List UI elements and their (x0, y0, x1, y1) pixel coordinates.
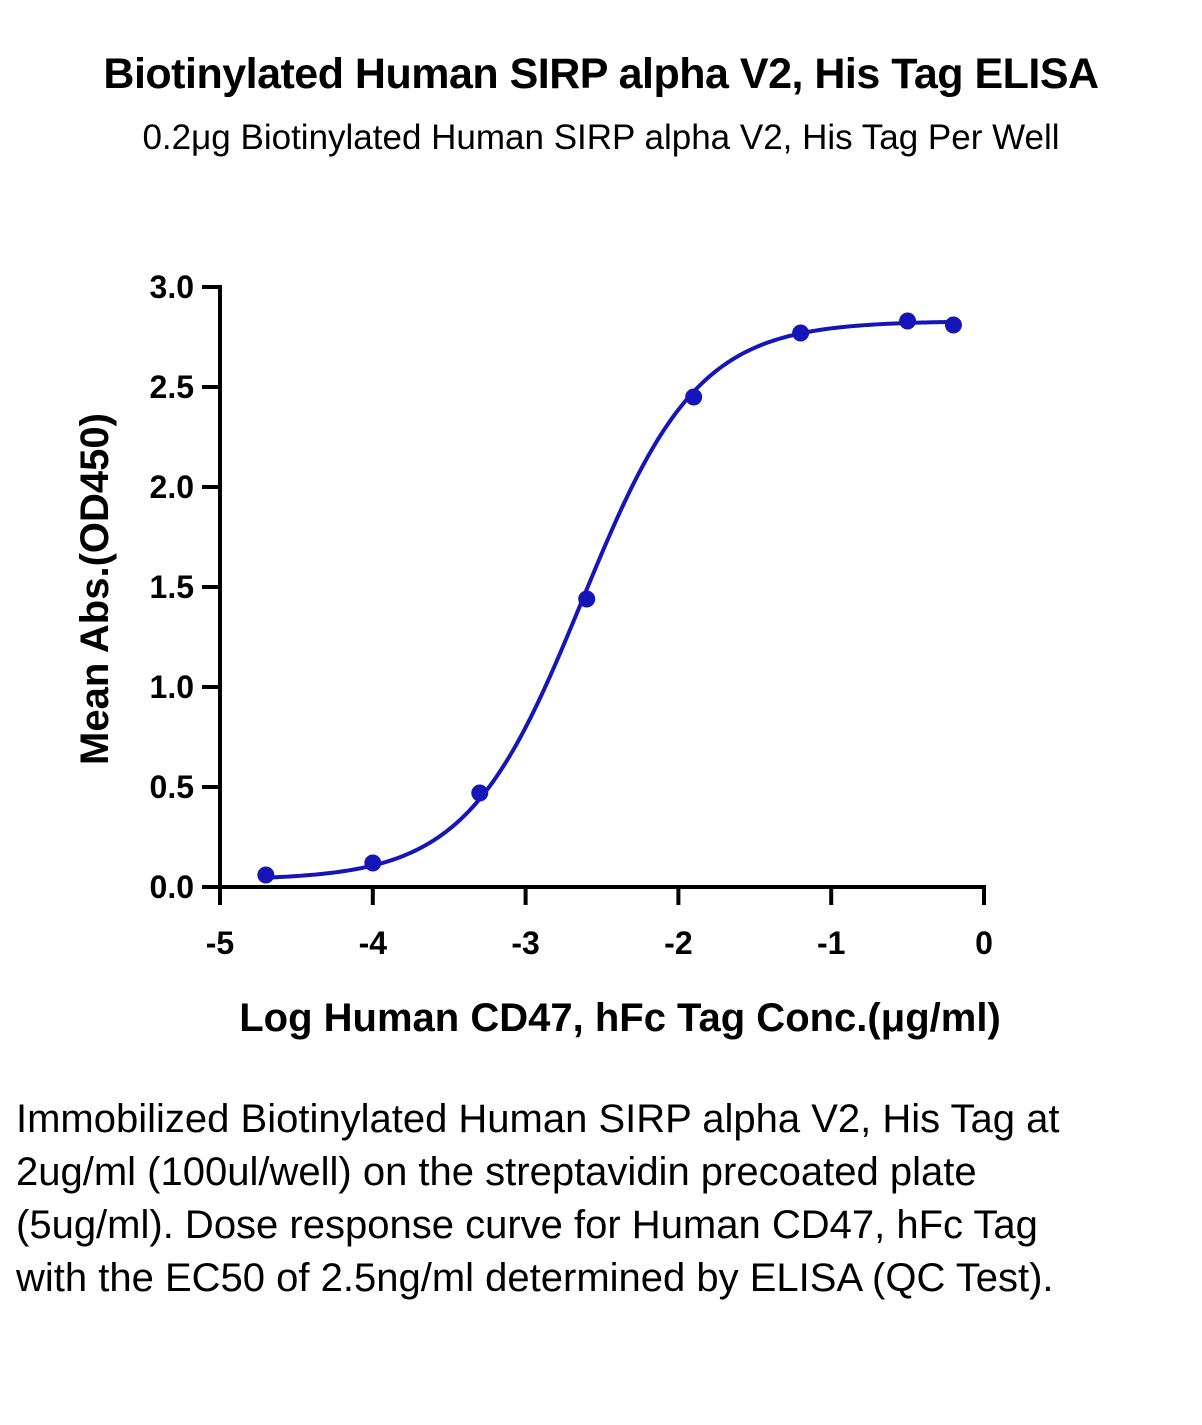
chart-subtitle: 0.2μg Biotinylated Human SIRP alpha V2, … (142, 118, 1060, 157)
x-tick-label: -4 (359, 925, 388, 961)
elisa-chart: 0.0 0.5 1.0 1.5 2.0 2.5 3.0 -5 -4 -3 -2 -1 0 Log Hum… (73, 269, 1001, 1040)
y-tick-label: 0.5 (150, 769, 194, 805)
data-points-layer (257, 312, 962, 884)
data-point (578, 590, 596, 608)
x-tick-label: -1 (817, 925, 845, 961)
y-tick-label: 2.0 (150, 469, 194, 505)
data-point (257, 866, 275, 884)
data-point (944, 316, 962, 334)
data-point (685, 388, 703, 406)
y-tick-label: 1.5 (150, 569, 194, 605)
data-point (899, 312, 917, 330)
data-point (471, 784, 489, 802)
y-tick-label: 0.0 (150, 869, 194, 905)
chart-axes: 0.0 0.5 1.0 1.5 2.0 2.5 3.0 -5 -4 -3 -2 -1 0 (150, 269, 993, 961)
x-tick-label: -3 (511, 925, 539, 961)
figure-caption: Immobilized Biotinylated Human SIRP alph… (16, 1097, 1060, 1300)
chart-title: Biotinylated Human SIRP alpha V2, His Ta… (103, 50, 1099, 98)
x-axis-label: Log Human CD47, hFc Tag Conc.(μg/ml) (239, 996, 1001, 1040)
y-tick-label: 1.0 (150, 669, 194, 705)
y-tick-label: 3.0 (150, 269, 194, 305)
fit-curve-layer (265, 319, 954, 880)
data-point (792, 324, 810, 342)
data-point (364, 854, 382, 872)
y-axis-label: Mean Abs.(OD450) (73, 413, 117, 765)
y-tick-label: 2.5 (150, 369, 194, 405)
x-tick-label: 0 (975, 925, 993, 961)
x-tick-label: -5 (206, 925, 234, 961)
x-tick-label: -2 (664, 925, 692, 961)
fit-curve (265, 319, 954, 880)
